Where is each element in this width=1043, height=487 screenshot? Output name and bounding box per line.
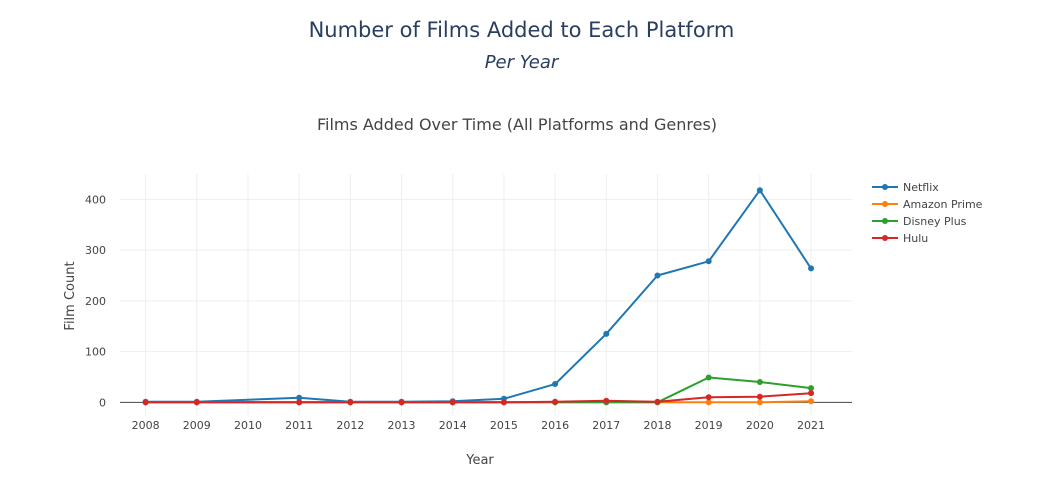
data-point-hulu[interactable] [142, 399, 149, 406]
x-axis-title: Year [465, 453, 494, 468]
data-point-hulu[interactable] [193, 399, 200, 406]
data-point-netflix[interactable] [296, 394, 303, 401]
data-point-amazon-prime[interactable] [705, 399, 712, 406]
x-axis-ticks: 2008 2009 2010 2011 2012 2013 2014 2015 2016 2017… [132, 419, 825, 432]
x-tick-label: 2012 [336, 419, 364, 432]
x-tick-label: 2014 [439, 419, 467, 432]
data-point-hulu[interactable] [552, 398, 559, 405]
data-point-hulu[interactable] [756, 393, 763, 400]
data-point-netflix[interactable] [552, 381, 559, 388]
grid [120, 174, 852, 415]
data-point-hulu[interactable] [603, 397, 610, 404]
data-point-hulu[interactable] [398, 399, 405, 406]
series-group [142, 187, 815, 406]
page-subtitle: Per Year [484, 52, 559, 73]
legend-marker [882, 235, 888, 241]
legend-item-hulu[interactable]: Hulu [872, 232, 928, 245]
data-point-netflix[interactable] [654, 272, 661, 279]
y-axis-ticks: 0 100 200 300 400 [85, 193, 106, 409]
x-tick-label: 2020 [746, 419, 774, 432]
x-tick-label: 2013 [388, 419, 416, 432]
y-axis-title: Film Count [63, 261, 78, 330]
page-title: Number of Films Added to Each Platform [308, 18, 735, 42]
y-tick-label: 0 [99, 396, 106, 409]
legend[interactable]: Netflix Amazon Prime Disney Plus Hulu [872, 181, 983, 245]
data-point-hulu[interactable] [449, 399, 456, 406]
legend-label: Hulu [903, 232, 928, 245]
series-line-netflix [145, 189, 812, 403]
legend-item-netflix[interactable]: Netflix [872, 181, 939, 194]
x-tick-label: 2016 [541, 419, 569, 432]
legend-item-disney-plus[interactable]: Disney Plus [872, 215, 967, 228]
x-tick-label: 2017 [592, 419, 620, 432]
legend-label: Netflix [903, 181, 939, 194]
y-tick-label: 400 [85, 193, 106, 206]
x-tick-label: 2008 [132, 419, 160, 432]
data-point-disney-plus[interactable] [705, 374, 712, 381]
data-point-netflix[interactable] [756, 187, 763, 194]
legend-marker [882, 218, 888, 224]
legend-marker [882, 184, 888, 190]
data-point-hulu[interactable] [705, 394, 712, 401]
legend-item-amazon-prime[interactable]: Amazon Prime [872, 198, 983, 211]
data-point-hulu[interactable] [808, 390, 815, 397]
x-tick-label: 2010 [234, 419, 262, 432]
x-tick-label: 2011 [285, 419, 313, 432]
data-point-hulu[interactable] [654, 398, 661, 405]
x-tick-label: 2015 [490, 419, 518, 432]
data-point-disney-plus[interactable] [808, 385, 815, 392]
data-point-hulu[interactable] [347, 399, 354, 406]
data-point-disney-plus[interactable] [756, 379, 763, 386]
x-tick-label: 2019 [695, 419, 723, 432]
data-point-amazon-prime[interactable] [756, 399, 763, 406]
legend-label: Disney Plus [903, 215, 967, 228]
x-tick-label: 2009 [183, 419, 211, 432]
x-tick-label: 2021 [797, 419, 825, 432]
data-point-amazon-prime[interactable] [808, 398, 815, 405]
data-point-netflix[interactable] [705, 258, 712, 265]
y-tick-label: 200 [85, 295, 106, 308]
x-tick-label: 2018 [643, 419, 671, 432]
data-point-hulu[interactable] [500, 399, 507, 406]
legend-label: Amazon Prime [903, 198, 983, 211]
data-point-netflix[interactable] [603, 330, 610, 337]
series-hulu [142, 390, 815, 406]
y-tick-label: 100 [85, 346, 106, 359]
y-tick-label: 300 [85, 244, 106, 257]
chart-title: Films Added Over Time (All Platforms and… [317, 115, 717, 134]
series-netflix [142, 187, 815, 405]
legend-marker [882, 201, 888, 207]
data-point-hulu[interactable] [296, 399, 303, 406]
data-point-netflix[interactable] [808, 265, 815, 272]
